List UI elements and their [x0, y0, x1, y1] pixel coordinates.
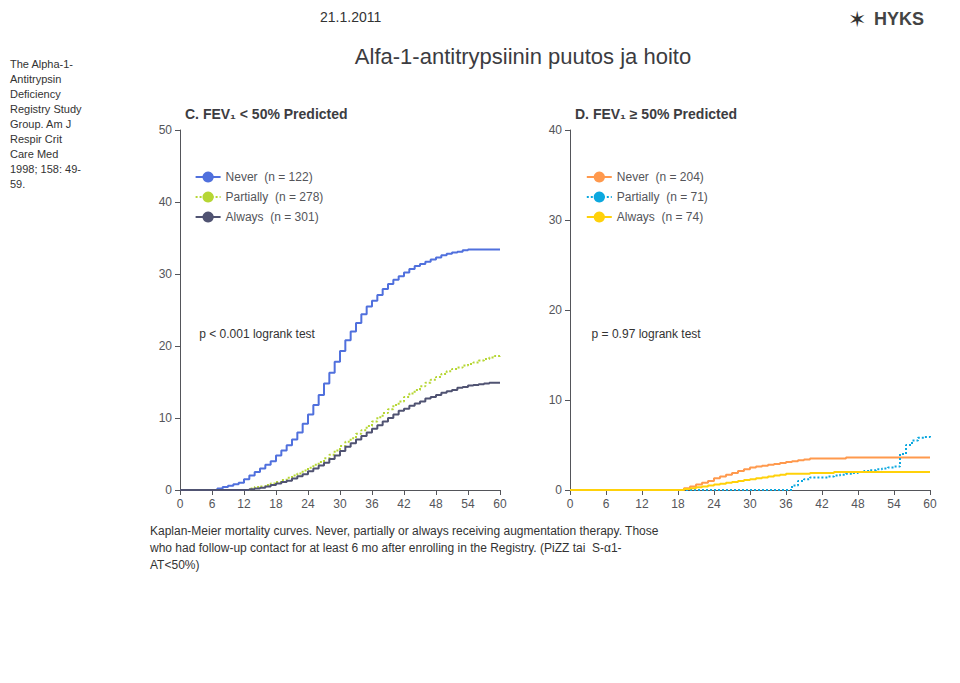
svg-text:Deficiency: Deficiency — [10, 88, 61, 100]
svg-text:30: 30 — [333, 497, 347, 511]
svg-text:40: 40 — [549, 123, 563, 137]
svg-text:✶: ✶ — [848, 7, 866, 32]
svg-text:Registry Study: Registry Study — [10, 103, 82, 115]
svg-text:0: 0 — [555, 483, 562, 497]
svg-text:42: 42 — [397, 497, 411, 511]
svg-text:30: 30 — [549, 213, 563, 227]
svg-text:10: 10 — [549, 393, 563, 407]
svg-text:18: 18 — [269, 497, 283, 511]
svg-text:60: 60 — [923, 497, 937, 511]
svg-text:Always (n = 301): Always (n = 301) — [226, 210, 319, 224]
svg-text:Kaplan-Meier mortality curves.: Kaplan-Meier mortality curves. Never, pa… — [150, 524, 659, 538]
svg-text:Group. Am J: Group. Am J — [10, 118, 71, 130]
svg-text:6: 6 — [209, 497, 216, 511]
svg-text:D. FEV₁ ≥ 50% Predicted: D. FEV₁ ≥ 50% Predicted — [575, 106, 737, 122]
svg-text:12: 12 — [635, 497, 649, 511]
svg-text:54: 54 — [461, 497, 475, 511]
svg-text:HYKS: HYKS — [874, 9, 924, 29]
svg-text:1998; 158: 49-: 1998; 158: 49- — [10, 163, 81, 175]
svg-text:Always (n = 74): Always (n = 74) — [617, 210, 703, 224]
svg-text:Care Med: Care Med — [10, 148, 58, 160]
svg-text:50: 50 — [159, 123, 173, 137]
svg-text:who had follow-up contact for: who had follow-up contact for at least 6… — [149, 541, 622, 555]
svg-text:0: 0 — [567, 497, 574, 511]
svg-text:21.1.2011: 21.1.2011 — [320, 9, 381, 25]
svg-text:Respir Crit: Respir Crit — [10, 133, 62, 145]
svg-text:Never (n = 122): Never (n = 122) — [226, 170, 313, 184]
svg-text:Alfa-1-antitrypsiinin puutos j: Alfa-1-antitrypsiinin puutos ja hoito — [355, 44, 691, 69]
svg-text:30: 30 — [159, 267, 173, 281]
svg-text:Partially (n = 71): Partially (n = 71) — [617, 190, 708, 204]
svg-text:Never (n = 204): Never (n = 204) — [617, 170, 704, 184]
svg-text:C. FEV₁ < 50% Predicted: C. FEV₁ < 50% Predicted — [185, 106, 348, 122]
svg-text:54: 54 — [887, 497, 901, 511]
svg-text:40: 40 — [159, 195, 173, 209]
svg-text:36: 36 — [779, 497, 793, 511]
svg-text:18: 18 — [671, 497, 685, 511]
svg-text:24: 24 — [301, 497, 315, 511]
svg-text:Partially (n = 278): Partially (n = 278) — [226, 190, 324, 204]
svg-text:42: 42 — [815, 497, 829, 511]
svg-text:12: 12 — [237, 497, 251, 511]
svg-text:48: 48 — [851, 497, 865, 511]
svg-text:20: 20 — [159, 339, 173, 353]
svg-text:48: 48 — [429, 497, 443, 511]
svg-text:36: 36 — [365, 497, 379, 511]
svg-text:30: 30 — [743, 497, 757, 511]
svg-text:The Alpha-1-: The Alpha-1- — [10, 58, 73, 70]
svg-text:60: 60 — [493, 497, 507, 511]
svg-text:AT<50%): AT<50%) — [150, 558, 199, 572]
svg-text:20: 20 — [549, 303, 563, 317]
svg-text:6: 6 — [603, 497, 610, 511]
svg-text:p = 0.97 logrank test: p = 0.97 logrank test — [592, 327, 702, 341]
svg-text:10: 10 — [159, 411, 173, 425]
svg-text:p < 0.001 logrank test: p < 0.001 logrank test — [199, 327, 315, 341]
svg-text:Antitrypsin: Antitrypsin — [10, 73, 61, 85]
svg-text:59.: 59. — [10, 178, 25, 190]
svg-text:0: 0 — [177, 497, 184, 511]
svg-text:0: 0 — [165, 483, 172, 497]
svg-text:24: 24 — [707, 497, 721, 511]
